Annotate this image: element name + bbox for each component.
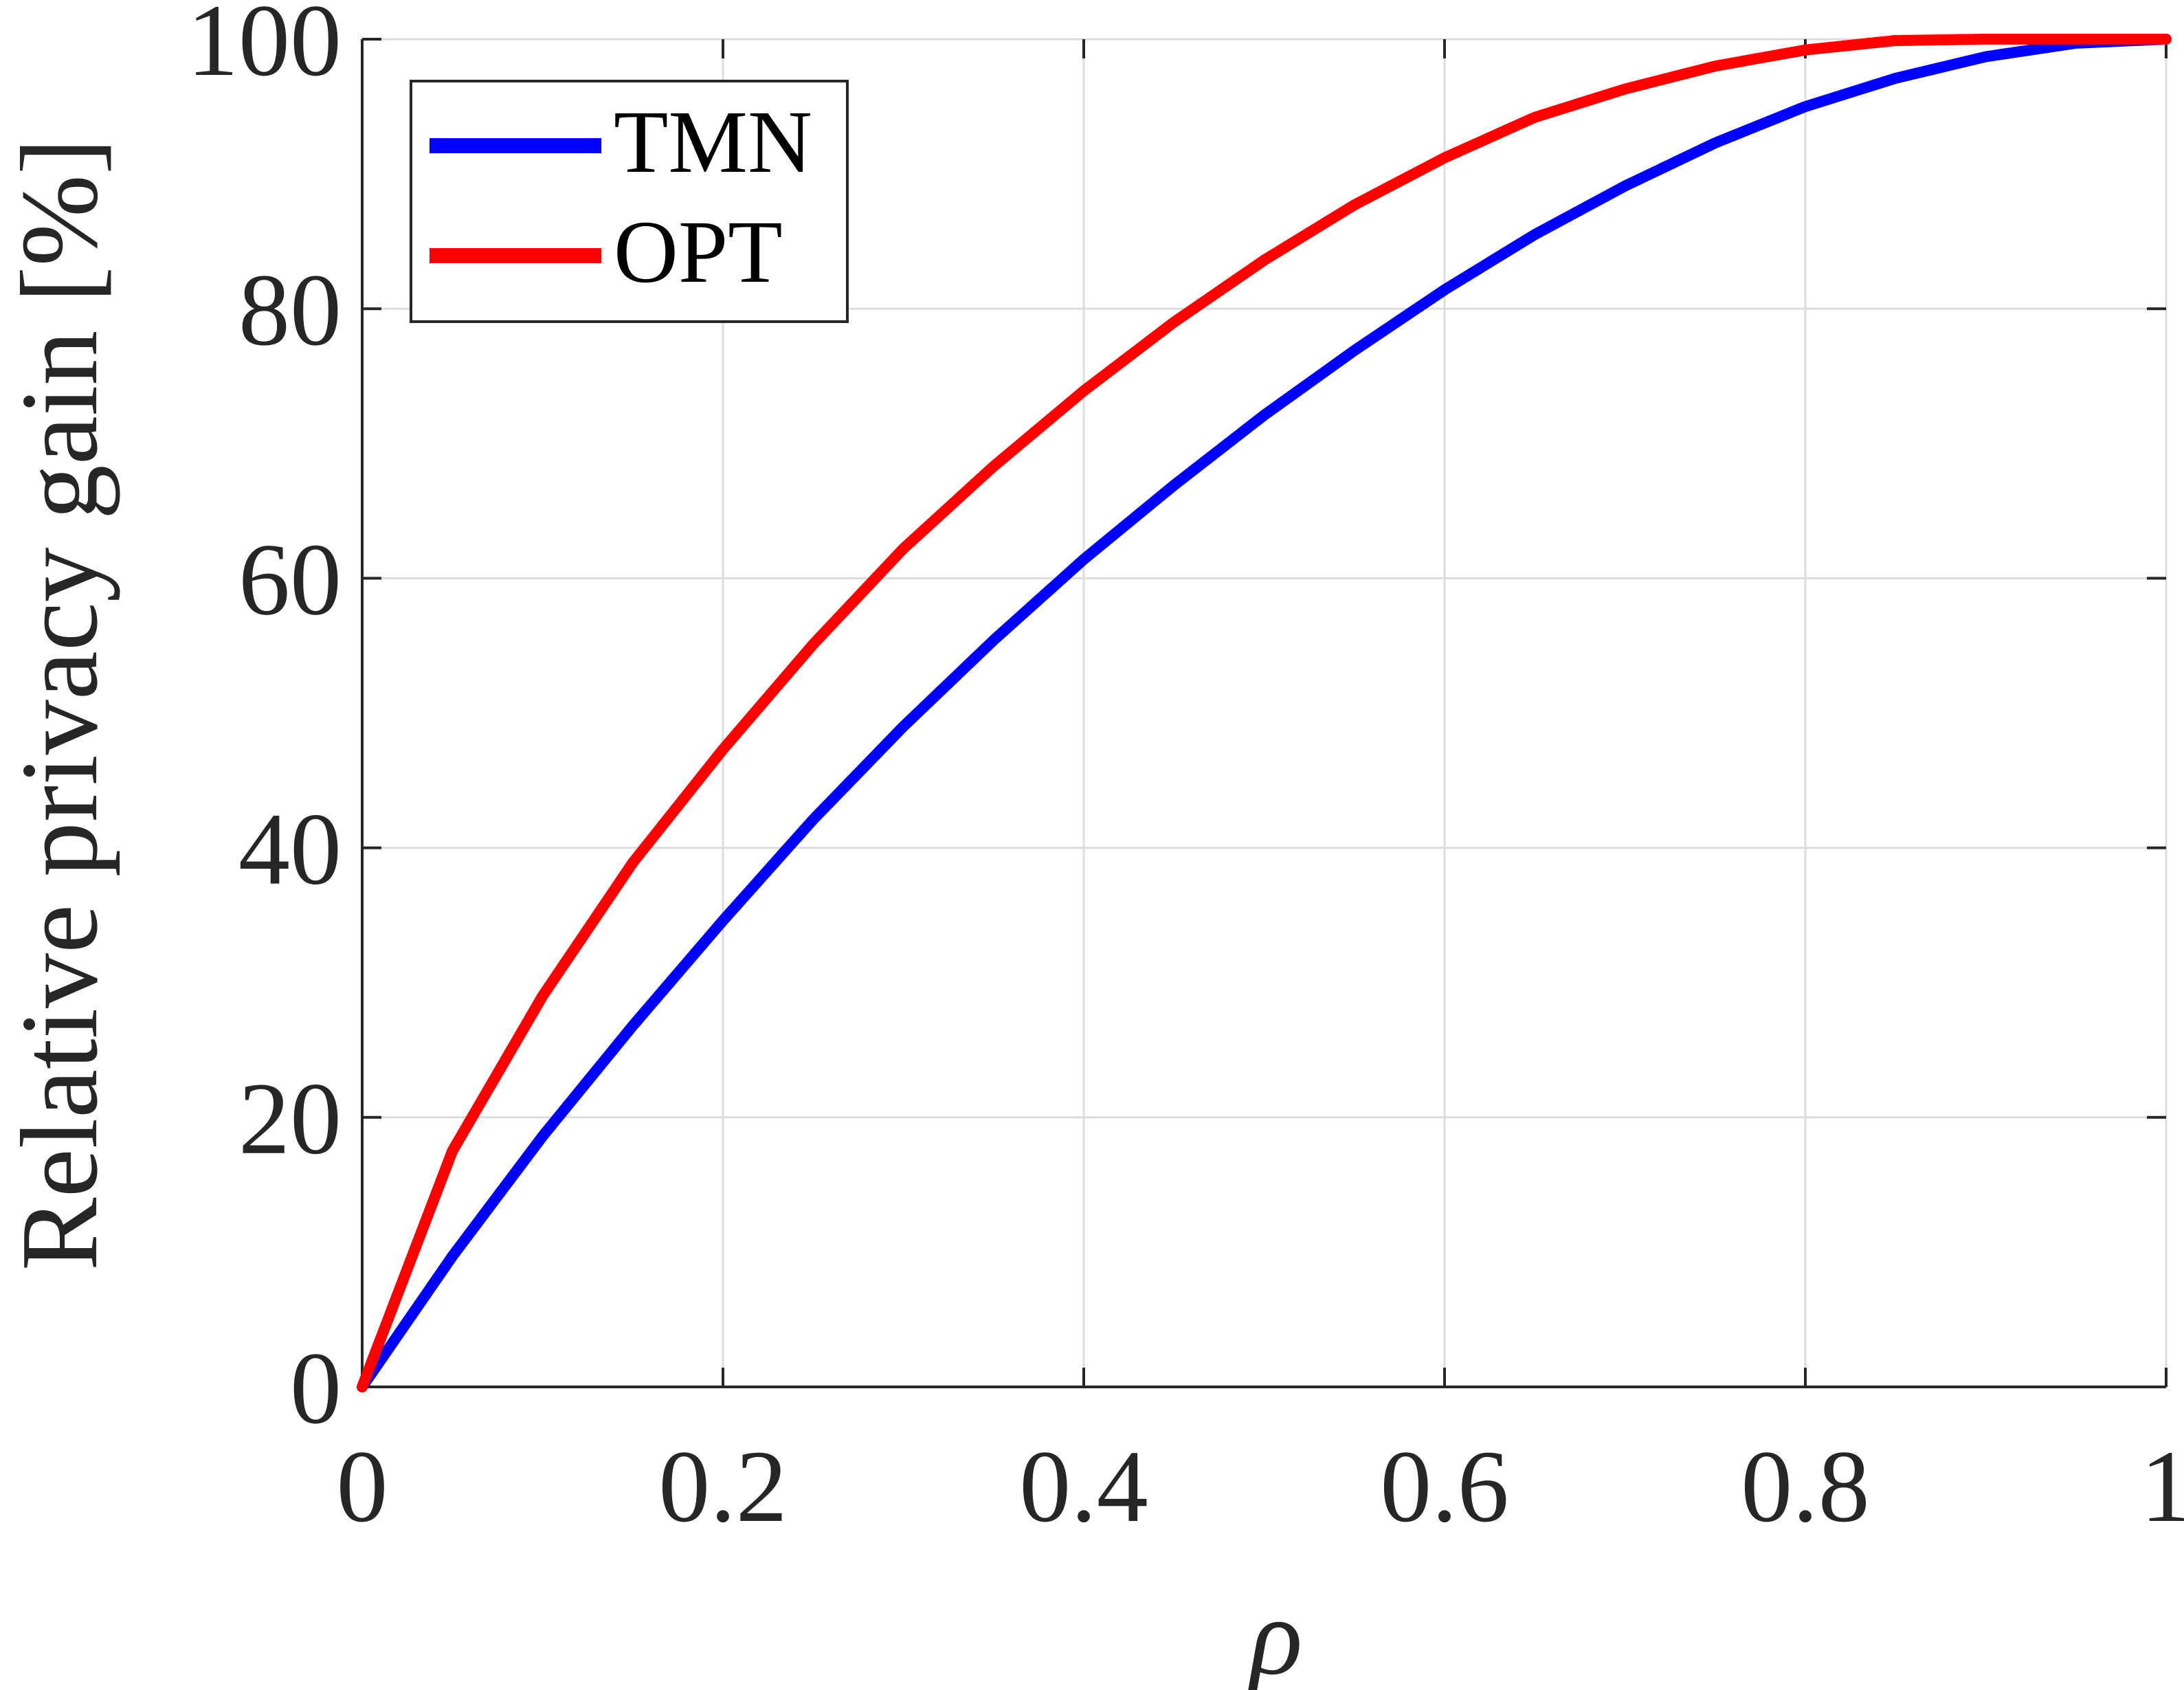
- axes: [361, 38, 2168, 1388]
- y-tick-label: 20: [238, 1062, 342, 1176]
- series-line-tmn: [357, 34, 2172, 1392]
- x-tick-label: 0: [337, 1430, 388, 1544]
- x-tick-label: 0.2: [658, 1430, 788, 1544]
- x-tick-label: 0.8: [1741, 1430, 1870, 1544]
- y-tick-label: 100: [187, 0, 342, 98]
- x-axis-label: ρ: [1247, 1575, 1303, 1690]
- y-tick-label: 60: [238, 522, 342, 636]
- y-tick-label: 80: [238, 253, 342, 367]
- x-tick-label: 0.6: [1380, 1430, 1509, 1544]
- y-axis-label: Relative privacy gain [%]: [0, 138, 120, 1271]
- x-tick-label: 0.4: [1019, 1430, 1148, 1544]
- legend-box: [410, 80, 849, 323]
- legend-label-tmn: TMN: [614, 93, 812, 192]
- legend-label-opt: OPT: [614, 203, 783, 302]
- grid: [361, 38, 2168, 1388]
- tick-labels: 0 0.2 0.4 0.6 0.8 1 0 20 40 60 80 100: [187, 0, 2184, 1544]
- series-layer: [357, 34, 2172, 1392]
- series-line-opt: [357, 34, 2172, 1392]
- x-tick-label: 1: [2141, 1430, 2184, 1544]
- legend: TMN OPT: [410, 80, 849, 323]
- y-tick-label: 0: [290, 1331, 342, 1445]
- y-tick-label: 40: [238, 792, 342, 907]
